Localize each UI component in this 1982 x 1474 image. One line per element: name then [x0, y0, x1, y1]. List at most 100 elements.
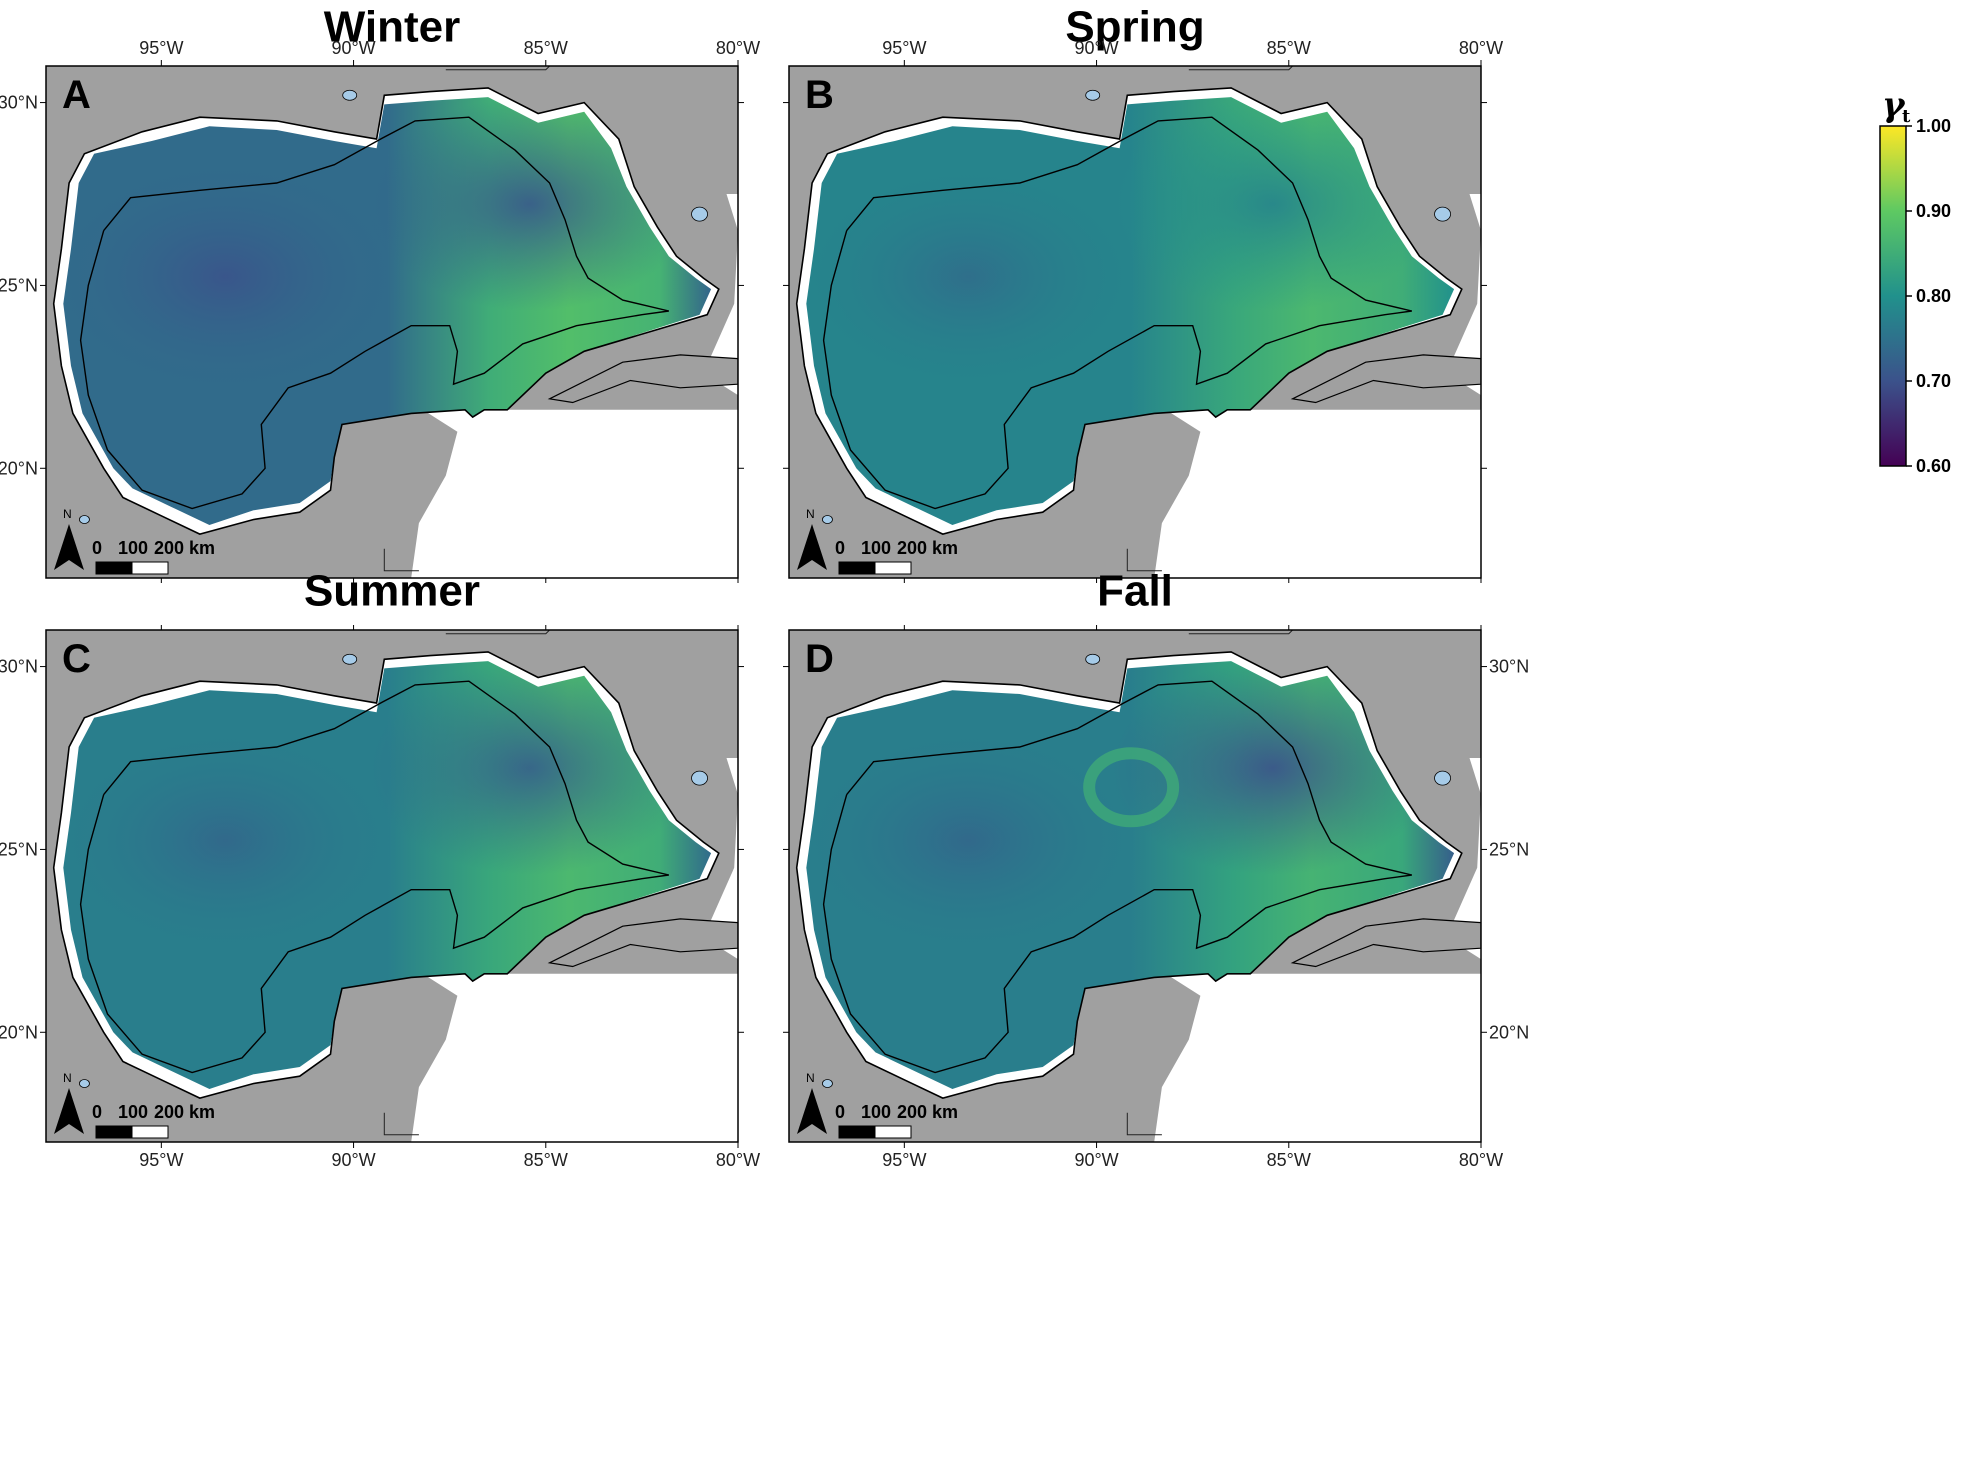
boundary-line	[1126, 548, 1162, 572]
colorbar: γt 1.00 0.90 0.80 0.70 0.60	[1879, 85, 1951, 476]
lon-tick-label: 95°W	[882, 38, 926, 58]
scale-bar: 0 100 200 km	[835, 538, 958, 575]
lat-tick-label: 20°N	[0, 1022, 38, 1042]
lake	[1085, 89, 1101, 101]
cuba	[547, 354, 738, 404]
map-panel-b: B N 0 100 200 km	[788, 65, 1482, 579]
lat-tick-label: 30°N	[1489, 657, 1529, 677]
lon-tick-label: 80°W	[716, 38, 760, 58]
map-frame	[45, 65, 739, 579]
atlantic-nodata	[1446, 758, 1481, 960]
lake	[79, 515, 90, 524]
panel-label: A	[62, 73, 91, 117]
svg-text:N: N	[63, 1071, 72, 1085]
west-basin-anomaly	[806, 97, 1455, 525]
svg-text:N: N	[806, 1071, 815, 1085]
lon-tick-label: 95°W	[882, 1150, 926, 1170]
scale-label: 200 km	[897, 538, 958, 558]
lat-tick-label: 30°N	[0, 657, 38, 677]
shelf-contour	[822, 116, 1412, 510]
lon-tick-label: 95°W	[139, 1150, 183, 1170]
panel-title: Fall	[1097, 567, 1173, 616]
colorbar-ramp	[1879, 125, 1907, 467]
lake	[691, 770, 708, 786]
boundary-line	[1188, 66, 1293, 71]
lat-tick-label: 25°N	[1489, 839, 1529, 859]
svg-text:N: N	[806, 507, 815, 521]
coastline	[795, 87, 1463, 535]
shelf-contour	[79, 116, 669, 510]
lon-tick-label: 85°W	[524, 38, 568, 58]
boundary-line	[445, 630, 550, 635]
lake	[79, 1079, 90, 1088]
map-area	[789, 630, 1481, 1142]
lat-tick-label: 30°N	[0, 93, 38, 113]
west-basin-anomaly	[806, 661, 1455, 1089]
lon-tick-label: 90°W	[331, 38, 375, 58]
shelf-contour	[822, 680, 1412, 1074]
coastline	[795, 651, 1463, 1099]
panel-title: Winter	[324, 3, 461, 52]
panel-label: B	[805, 73, 834, 117]
atlantic-nodata	[1446, 194, 1481, 396]
caribbean-nodata	[411, 973, 738, 1142]
north-arrow: N	[797, 507, 827, 570]
scale-label: 100	[861, 538, 891, 558]
panel-label: D	[805, 637, 834, 681]
boundary-line	[383, 548, 419, 572]
boundary-line	[1188, 630, 1293, 635]
scale-bar: 0 100 200 km	[92, 1102, 215, 1139]
lake	[822, 1079, 833, 1088]
scale-label: 100	[118, 538, 148, 558]
lon-tick-label: 90°W	[1074, 1150, 1118, 1170]
atlantic-nodata	[703, 194, 738, 396]
north-arrow: N	[54, 1071, 84, 1134]
colorbar-tick-label: 0.60	[1916, 456, 1951, 476]
lon-tick-label: 80°W	[716, 1150, 760, 1170]
caribbean-nodata	[411, 409, 738, 578]
lake	[1434, 770, 1451, 786]
boundary-line	[383, 1112, 419, 1136]
lon-tick-label: 80°W	[1459, 38, 1503, 58]
cuba	[1290, 354, 1481, 404]
eddy-ring	[1083, 747, 1180, 828]
lon-tick-label: 80°W	[1459, 1150, 1503, 1170]
scale-label: 200 km	[154, 1102, 215, 1122]
scale-label: 200 km	[897, 1102, 958, 1122]
boundary-line	[445, 66, 550, 71]
coastline	[52, 651, 720, 1099]
scale-label: 100	[118, 1102, 148, 1122]
colorbar-label: γ	[1882, 85, 1906, 125]
colorbar-tick-label: 0.80	[1916, 286, 1951, 306]
svg-text:N: N	[63, 507, 72, 521]
coastline	[52, 87, 720, 535]
scale-label: 0	[92, 538, 102, 558]
lat-tick-label: 25°N	[0, 839, 38, 859]
panel-label: C	[62, 637, 91, 681]
scale-label: 0	[835, 538, 845, 558]
lake	[1434, 206, 1451, 222]
boundary-line	[1126, 1112, 1162, 1136]
lake	[822, 515, 833, 524]
atlantic-nodata	[703, 758, 738, 960]
lon-tick-label: 85°W	[1267, 1150, 1311, 1170]
map-panel-a: A N 0 100 200 km	[45, 65, 739, 579]
cuba	[1290, 918, 1481, 968]
scale-label: 0	[92, 1102, 102, 1122]
panel-title: Summer	[304, 567, 480, 616]
shelf-contour	[79, 680, 669, 1074]
scale-bar: 0 100 200 km	[835, 1102, 958, 1139]
scale-label: 100	[861, 1102, 891, 1122]
map-panel-c: C N 0 100 200 km	[45, 629, 739, 1143]
lon-tick-label: 95°W	[139, 38, 183, 58]
scale-label: 0	[835, 1102, 845, 1122]
caribbean-nodata	[1154, 409, 1481, 578]
lake	[342, 89, 358, 101]
panel-title: Spring	[1065, 3, 1204, 52]
map-frame	[788, 629, 1482, 1143]
scale-label: 200 km	[154, 538, 215, 558]
map-frame	[788, 65, 1482, 579]
lon-tick-label: 90°W	[1074, 38, 1118, 58]
map-area	[46, 66, 738, 578]
